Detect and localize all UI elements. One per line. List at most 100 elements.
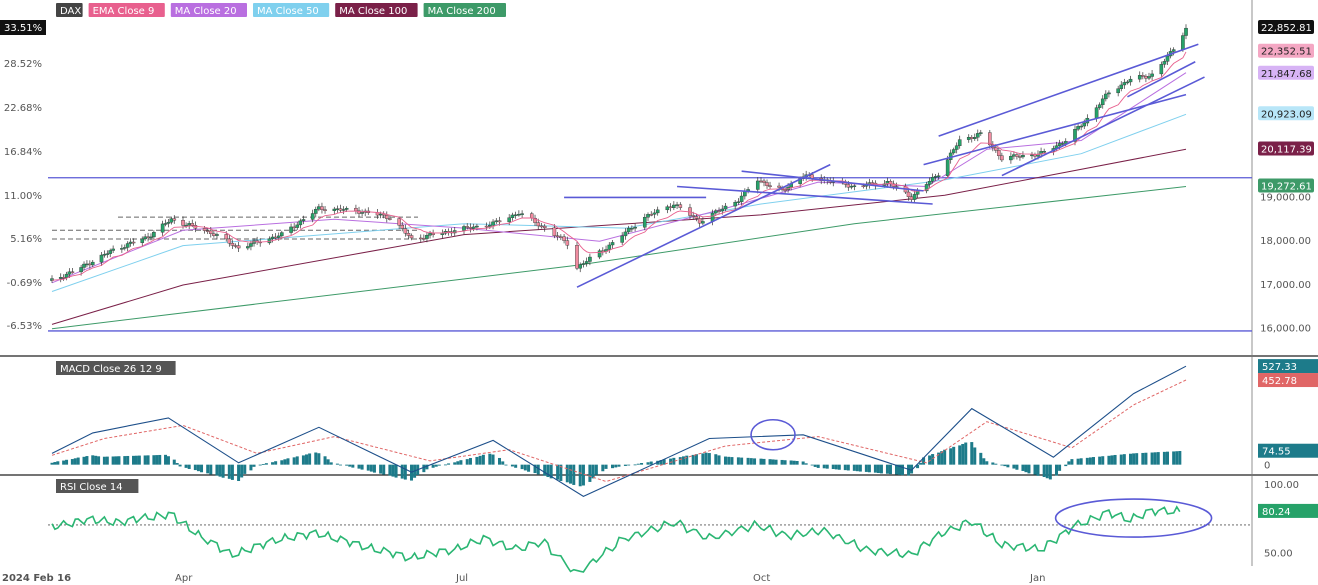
legend-indicator-label: EMA Close 9 (93, 6, 155, 17)
macd-histogram-bar (795, 461, 799, 465)
candle-body (954, 145, 959, 150)
candle-body (957, 139, 962, 146)
candle-body (125, 243, 130, 248)
candle-body (1159, 64, 1164, 75)
candle-body (694, 216, 699, 219)
macd-histogram-bar (894, 464, 898, 475)
macd-histogram-bar (982, 458, 986, 465)
pct-tick-label: 28.52% (4, 59, 42, 70)
macd-badge (1258, 359, 1318, 374)
macd-histogram-bar (1079, 458, 1083, 465)
macd-histogram-bar (588, 464, 592, 482)
candle-body (190, 223, 195, 226)
candle-body (475, 225, 479, 228)
macd-histogram-bar (1119, 454, 1123, 465)
macd-histogram-bar (1048, 464, 1052, 480)
pct-tick-label: 5.16% (10, 234, 42, 245)
candle-body (99, 254, 104, 263)
candle-body (951, 149, 956, 154)
candle-body (323, 209, 327, 211)
macd-histogram-bar (422, 464, 426, 473)
candle-body (997, 150, 1001, 156)
candle-body (861, 185, 866, 187)
macd-histogram-bar (810, 464, 814, 466)
price-badge (1258, 20, 1314, 34)
candle-body (533, 217, 537, 223)
candle-body (1018, 156, 1022, 158)
macd-histogram-bar (50, 462, 54, 465)
macd-histogram-bar (1055, 464, 1058, 476)
candle-body (152, 232, 156, 238)
macd-histogram-bar (707, 453, 711, 465)
macd-histogram-bar (549, 464, 553, 479)
macd-histogram-bar (816, 464, 820, 468)
rsi-label-tag (56, 479, 139, 493)
macd-histogram-bar (1156, 452, 1160, 465)
macd-histogram-bar (206, 464, 210, 474)
macd-histogram-bar (152, 455, 156, 465)
candle-body (1107, 92, 1111, 95)
legend-indicator-tag (170, 3, 247, 17)
macd-histogram-bar (345, 464, 349, 466)
pct-tick-label: -0.69% (7, 278, 42, 289)
candle-body (536, 222, 541, 227)
macd-histogram-bar (985, 461, 989, 465)
candle-body (507, 217, 511, 223)
macd-histogram-bar (292, 457, 296, 465)
candle-body (233, 245, 238, 247)
candle-body (588, 256, 592, 262)
macd-histogram-bar (952, 446, 956, 465)
macd-histogram-bar (514, 464, 518, 468)
macd-histogram-bar (604, 464, 608, 469)
candle-body (555, 235, 560, 237)
candle-body (1144, 76, 1148, 79)
macd-histogram-bar (335, 463, 339, 465)
macd-histogram-bar (134, 455, 138, 465)
macd-histogram-bar (137, 455, 141, 465)
macd-histogram-bar (184, 464, 188, 468)
candle-body (562, 236, 566, 241)
macd-histogram-bar (958, 445, 962, 465)
macd-histogram-bar (366, 464, 370, 471)
ma200-line (51, 186, 1187, 330)
macd-histogram-bar (388, 464, 392, 476)
macd-histogram-bar (1101, 456, 1105, 465)
trend-line (1127, 61, 1196, 98)
macd-histogram-bar (382, 464, 386, 475)
macd-histogram-bar (753, 458, 757, 465)
macd-histogram-bar (443, 464, 447, 466)
candle-body (936, 175, 941, 177)
macd-histogram-bar (825, 464, 829, 469)
macd-badge-label: 527.33 (1262, 362, 1297, 373)
pct-tick-label: 22.68% (4, 103, 42, 114)
macd-histogram-bar (759, 458, 763, 465)
candle-body (1147, 76, 1151, 79)
macd-line (51, 365, 1187, 498)
macd-histogram-bar (200, 464, 204, 473)
macd-histogram-bar (305, 454, 309, 465)
ma50-line (51, 113, 1187, 292)
candle-body (160, 223, 165, 233)
candle-body (208, 230, 213, 234)
chart-title: DAX (60, 6, 81, 17)
pct-badge-label: 33.51% (4, 23, 42, 34)
ma100-line (51, 148, 1187, 325)
candle-body (1116, 88, 1120, 94)
x-tick-label: Apr (175, 573, 193, 584)
trend-line (938, 43, 1199, 137)
legend-indicator-label: MA Close 100 (339, 6, 407, 17)
candle-body (108, 250, 113, 254)
macd-histogram-bar (230, 464, 234, 480)
macd-histogram-bar (937, 452, 941, 465)
macd-histogram-bar (178, 464, 182, 467)
macd-histogram-bar (762, 458, 766, 465)
candle-body (172, 218, 177, 221)
macd-histogram-bar (1036, 464, 1040, 476)
macd-histogram-bar (155, 455, 159, 465)
macd-histogram-bar (1122, 454, 1126, 465)
macd-histogram-bar (520, 464, 524, 470)
candle-body (1104, 93, 1108, 100)
macd-histogram-bar (694, 454, 698, 465)
candle-body (202, 228, 207, 231)
